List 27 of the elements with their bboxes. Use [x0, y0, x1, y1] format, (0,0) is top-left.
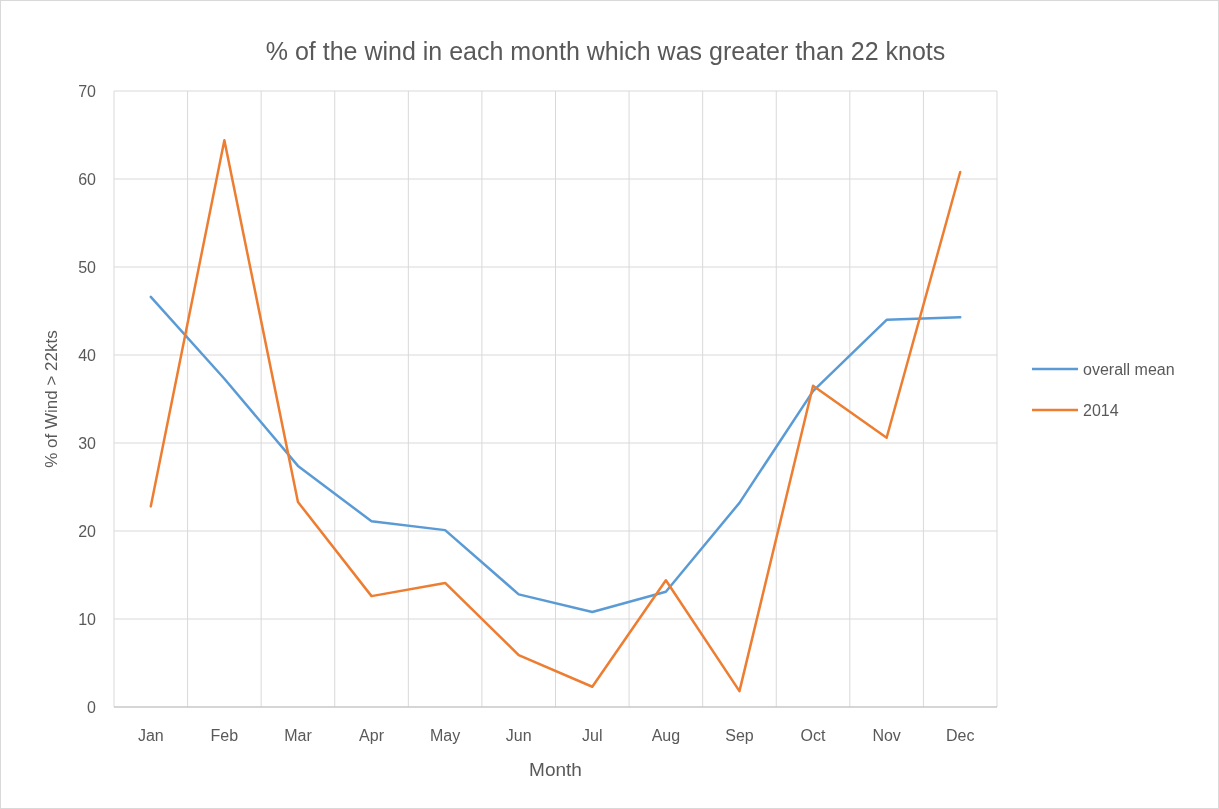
x-tick-label: Nov: [872, 727, 901, 744]
x-tick-label: Mar: [284, 727, 313, 744]
x-tick-label: Oct: [800, 727, 827, 744]
legend-label: overall mean: [1083, 360, 1175, 378]
chart-title: % of the wind in each month which was greater than 22 knots: [265, 37, 946, 65]
x-axis-title: Month: [529, 759, 582, 780]
x-tick-label: Feb: [210, 727, 239, 744]
y-tick-label: 40: [78, 346, 97, 364]
legend-label: 2014: [1083, 401, 1119, 419]
y-tick-label: 70: [78, 82, 97, 100]
y-tick-label: 30: [78, 434, 97, 452]
y-tick-label: 10: [78, 610, 97, 628]
y-axis-title: % of Wind > 22kts: [42, 330, 61, 468]
line-series: [149, 295, 962, 614]
x-tick-label: Aug: [651, 727, 681, 744]
y-tick-label: 50: [78, 258, 97, 276]
y-tick-label: 20: [78, 522, 97, 540]
x-tick-label: Apr: [359, 727, 385, 744]
x-tick-label: Jun: [505, 727, 532, 744]
x-tick-label: Jul: [582, 727, 603, 744]
y-tick-label: 60: [78, 170, 97, 188]
x-tick-label: Jan: [137, 727, 164, 744]
y-tick-label: 0: [87, 698, 97, 716]
x-tick-label: May: [430, 727, 461, 744]
line-series: [149, 139, 962, 693]
x-tick-label: Sep: [725, 727, 754, 744]
x-tick-label: Dec: [945, 727, 975, 744]
